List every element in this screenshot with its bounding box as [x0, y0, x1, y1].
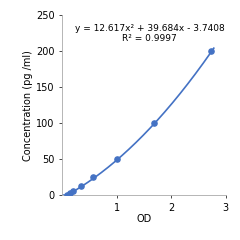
Point [65, 193, 69, 197]
Point [79, 184, 83, 188]
Point [209, 49, 212, 53]
Point [115, 157, 119, 161]
Text: y = 12.617x² + 39.684x - 3.7408
R² = 0.9997: y = 12.617x² + 39.684x - 3.7408 R² = 0.9… [75, 24, 224, 43]
X-axis label: OD: OD [136, 214, 152, 224]
Point [152, 121, 156, 125]
Point [71, 189, 74, 192]
Y-axis label: Concentration (pg /ml): Concentration (pg /ml) [23, 50, 33, 161]
Point [68, 191, 72, 195]
Point [91, 175, 95, 179]
